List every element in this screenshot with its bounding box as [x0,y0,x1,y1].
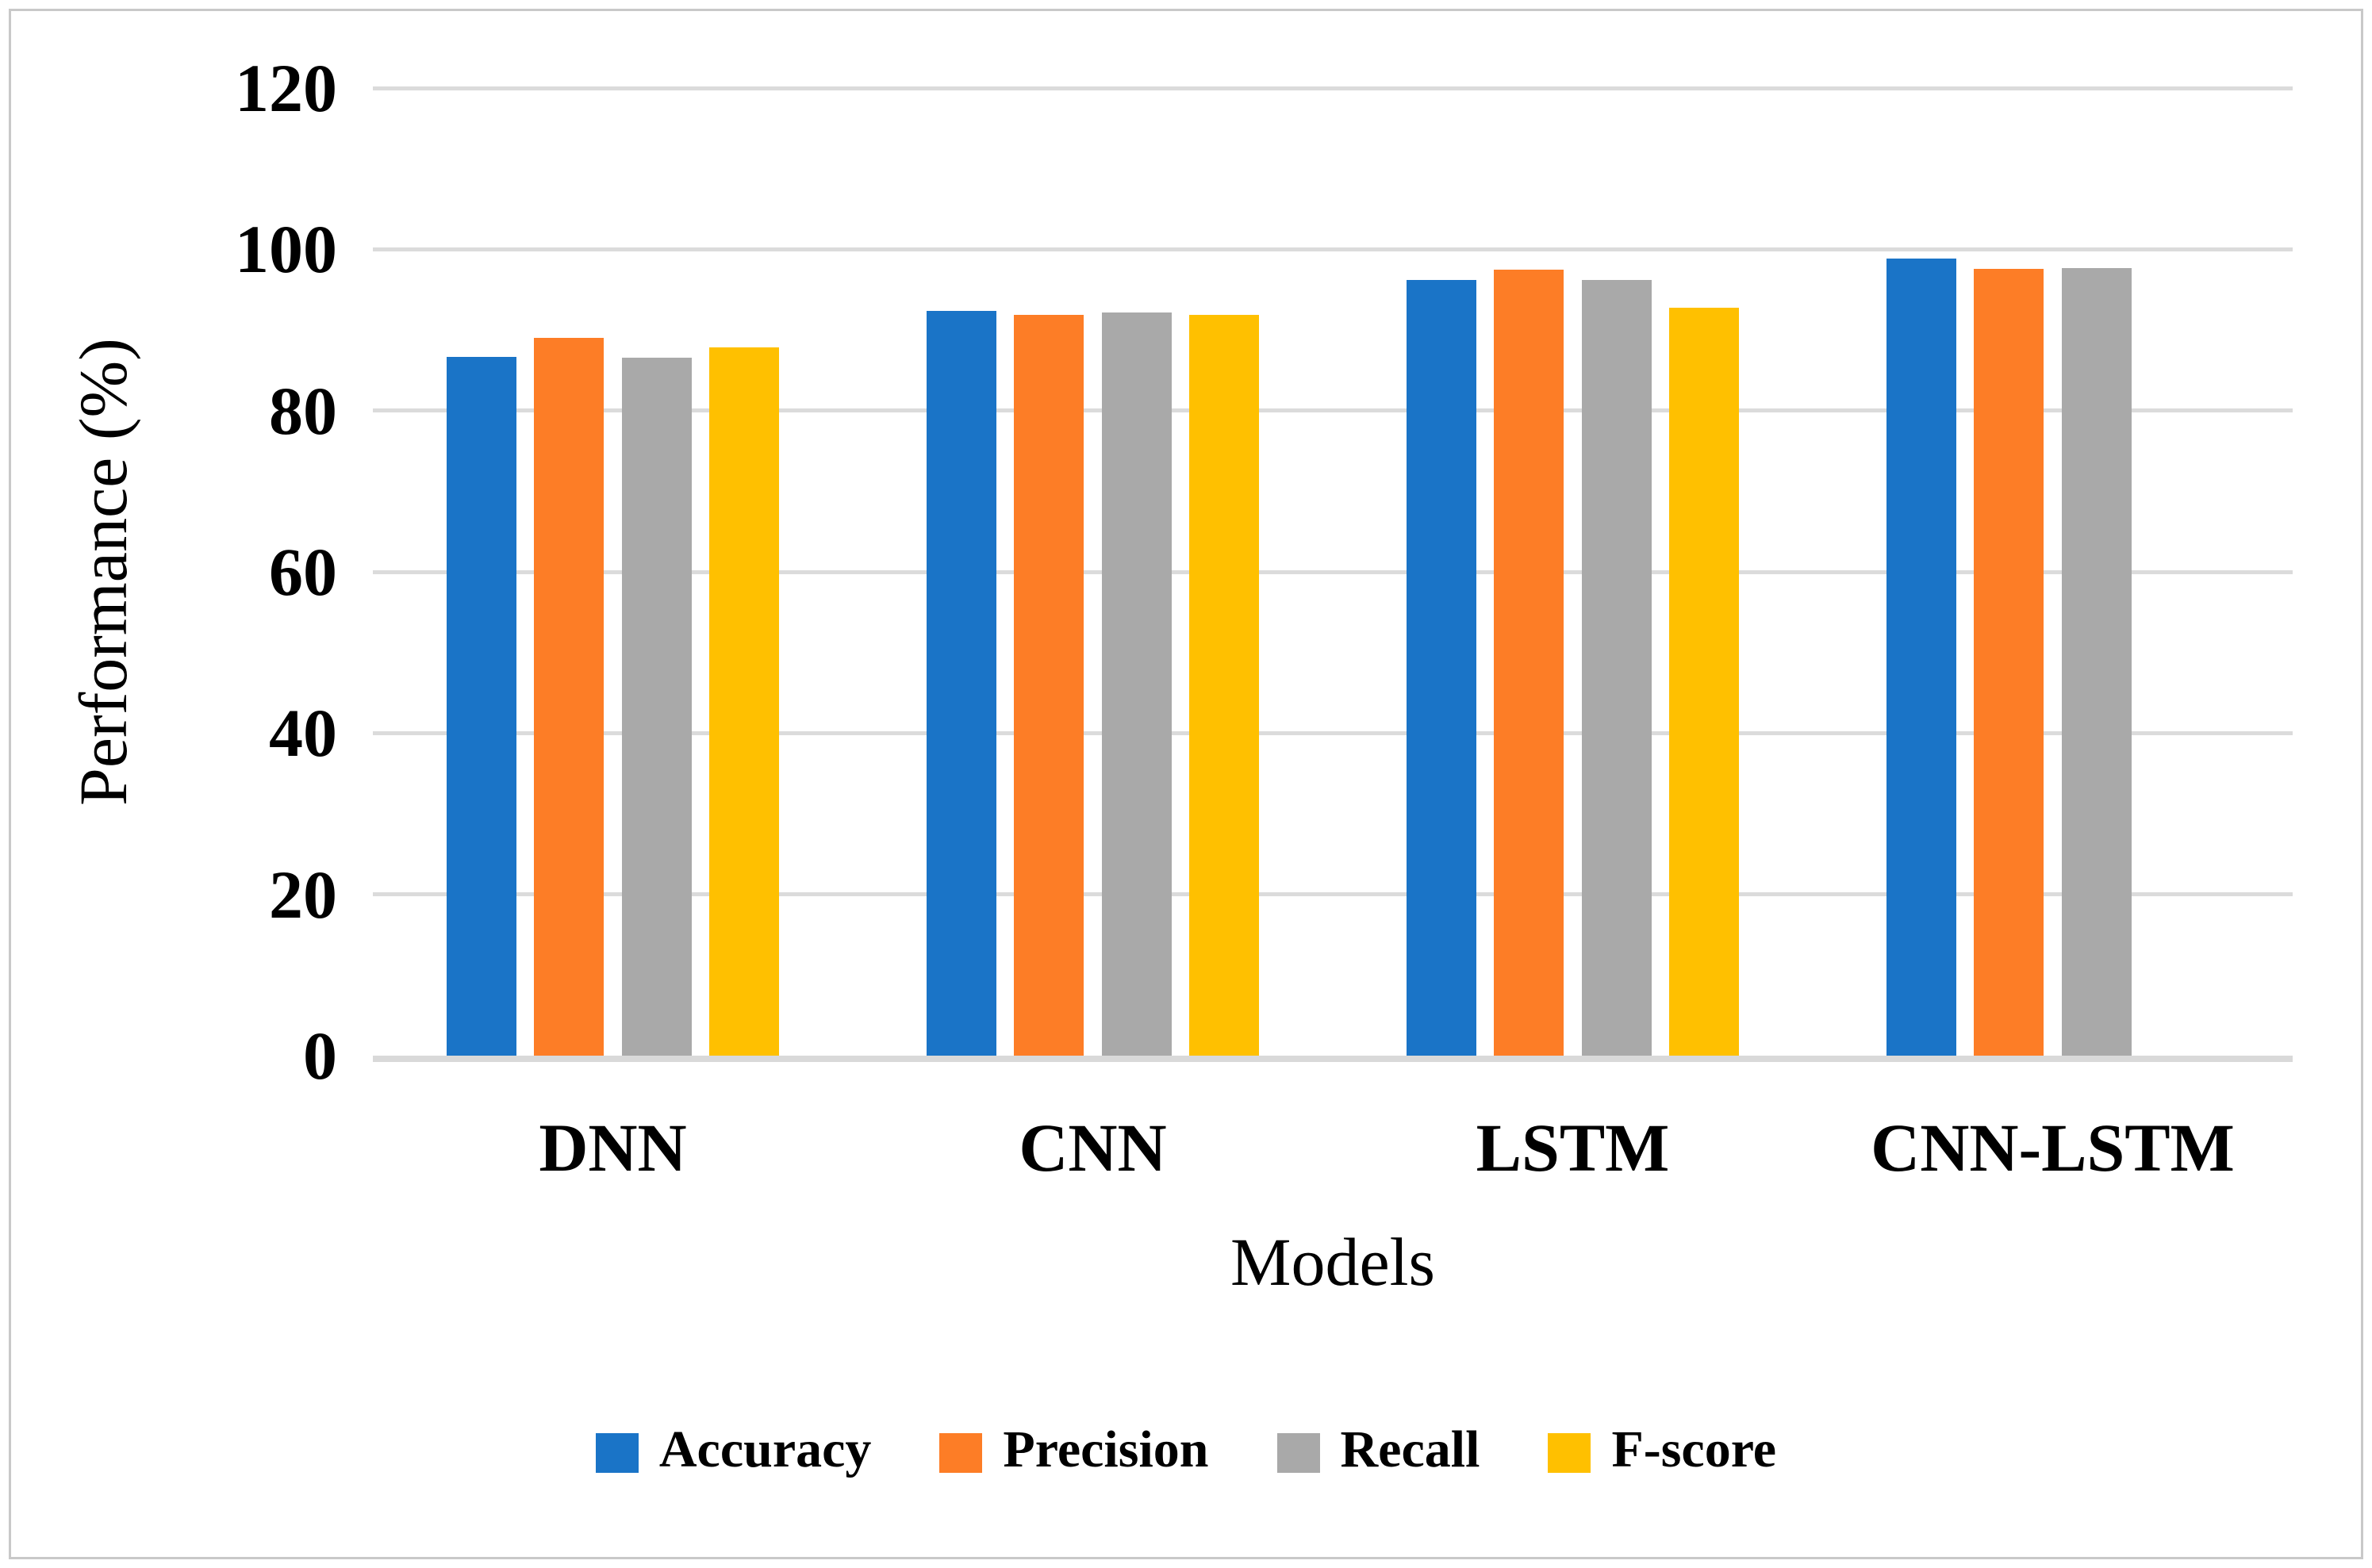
gridline-120 [373,86,2293,90]
bar-recall-cnn [1101,312,1172,1056]
bar-f-score-dnn [709,347,780,1056]
x-axis-title: Models [1230,1224,1435,1300]
bar-recall-lstm [1581,280,1652,1056]
legend-marker-precision [939,1433,983,1473]
gridline-40 [373,730,2293,735]
x-category-label-dnn: DNN [539,1110,687,1186]
x-category-label-cnn: CNN [1019,1110,1167,1186]
bar-accuracy-cnn-lstm [1886,259,1956,1056]
y-tick-label-120: 120 [235,50,337,126]
y-tick-label-40: 40 [269,695,337,772]
gridline-60 [373,569,2293,574]
bar-precision-dnn [534,338,605,1056]
legend-item-accuracy: Accuracy [595,1420,872,1482]
figure-border [9,9,2363,1559]
bar-precision-cnn-lstm [1974,269,2044,1056]
x-axis-line [373,1056,2293,1062]
gridline-100 [373,247,2293,251]
legend-label-precision: Precision [1003,1420,1209,1478]
bar-recall-dnn [621,358,692,1056]
x-category-label-lstm: LSTM [1476,1110,1670,1186]
legend-label-recall: Recall [1340,1420,1480,1478]
y-tick-label-60: 60 [269,534,337,610]
plot-area [373,86,2293,1056]
bar-f-score-lstm [1669,308,1740,1056]
bar-accuracy-lstm [1406,280,1476,1056]
legend-label-accuracy: Accuracy [658,1420,872,1478]
y-tick-label-20: 20 [269,856,337,933]
x-category-label-cnn-lstm: CNN-LSTM [1871,1110,2235,1186]
legend-item-f-score: F-score [1548,1424,1776,1482]
y-tick-label-80: 80 [269,372,337,449]
bar-accuracy-dnn [446,357,516,1056]
y-tick-label-0: 0 [303,1018,337,1094]
legend-label-f-score: F-score [1611,1420,1777,1478]
bar-precision-cnn [1014,315,1084,1056]
y-tick-label-100: 100 [235,211,337,288]
legend-marker-accuracy [595,1433,639,1473]
bar-precision-lstm [1494,270,1564,1056]
legend-item-recall: Recall [1276,1420,1480,1482]
gridline-80 [373,408,2293,413]
gridline-20 [373,892,2293,897]
legend-item-precision: Precision [939,1420,1209,1482]
legend-marker-recall [1276,1433,1320,1473]
bar-f-score-cnn [1189,315,1260,1056]
legend-marker-f-score [1548,1433,1591,1473]
legend: Accuracy Precision Recall F-score [0,1424,2372,1482]
bar-recall-cnn-lstm [2061,268,2132,1056]
bar-accuracy-cnn [926,311,996,1056]
